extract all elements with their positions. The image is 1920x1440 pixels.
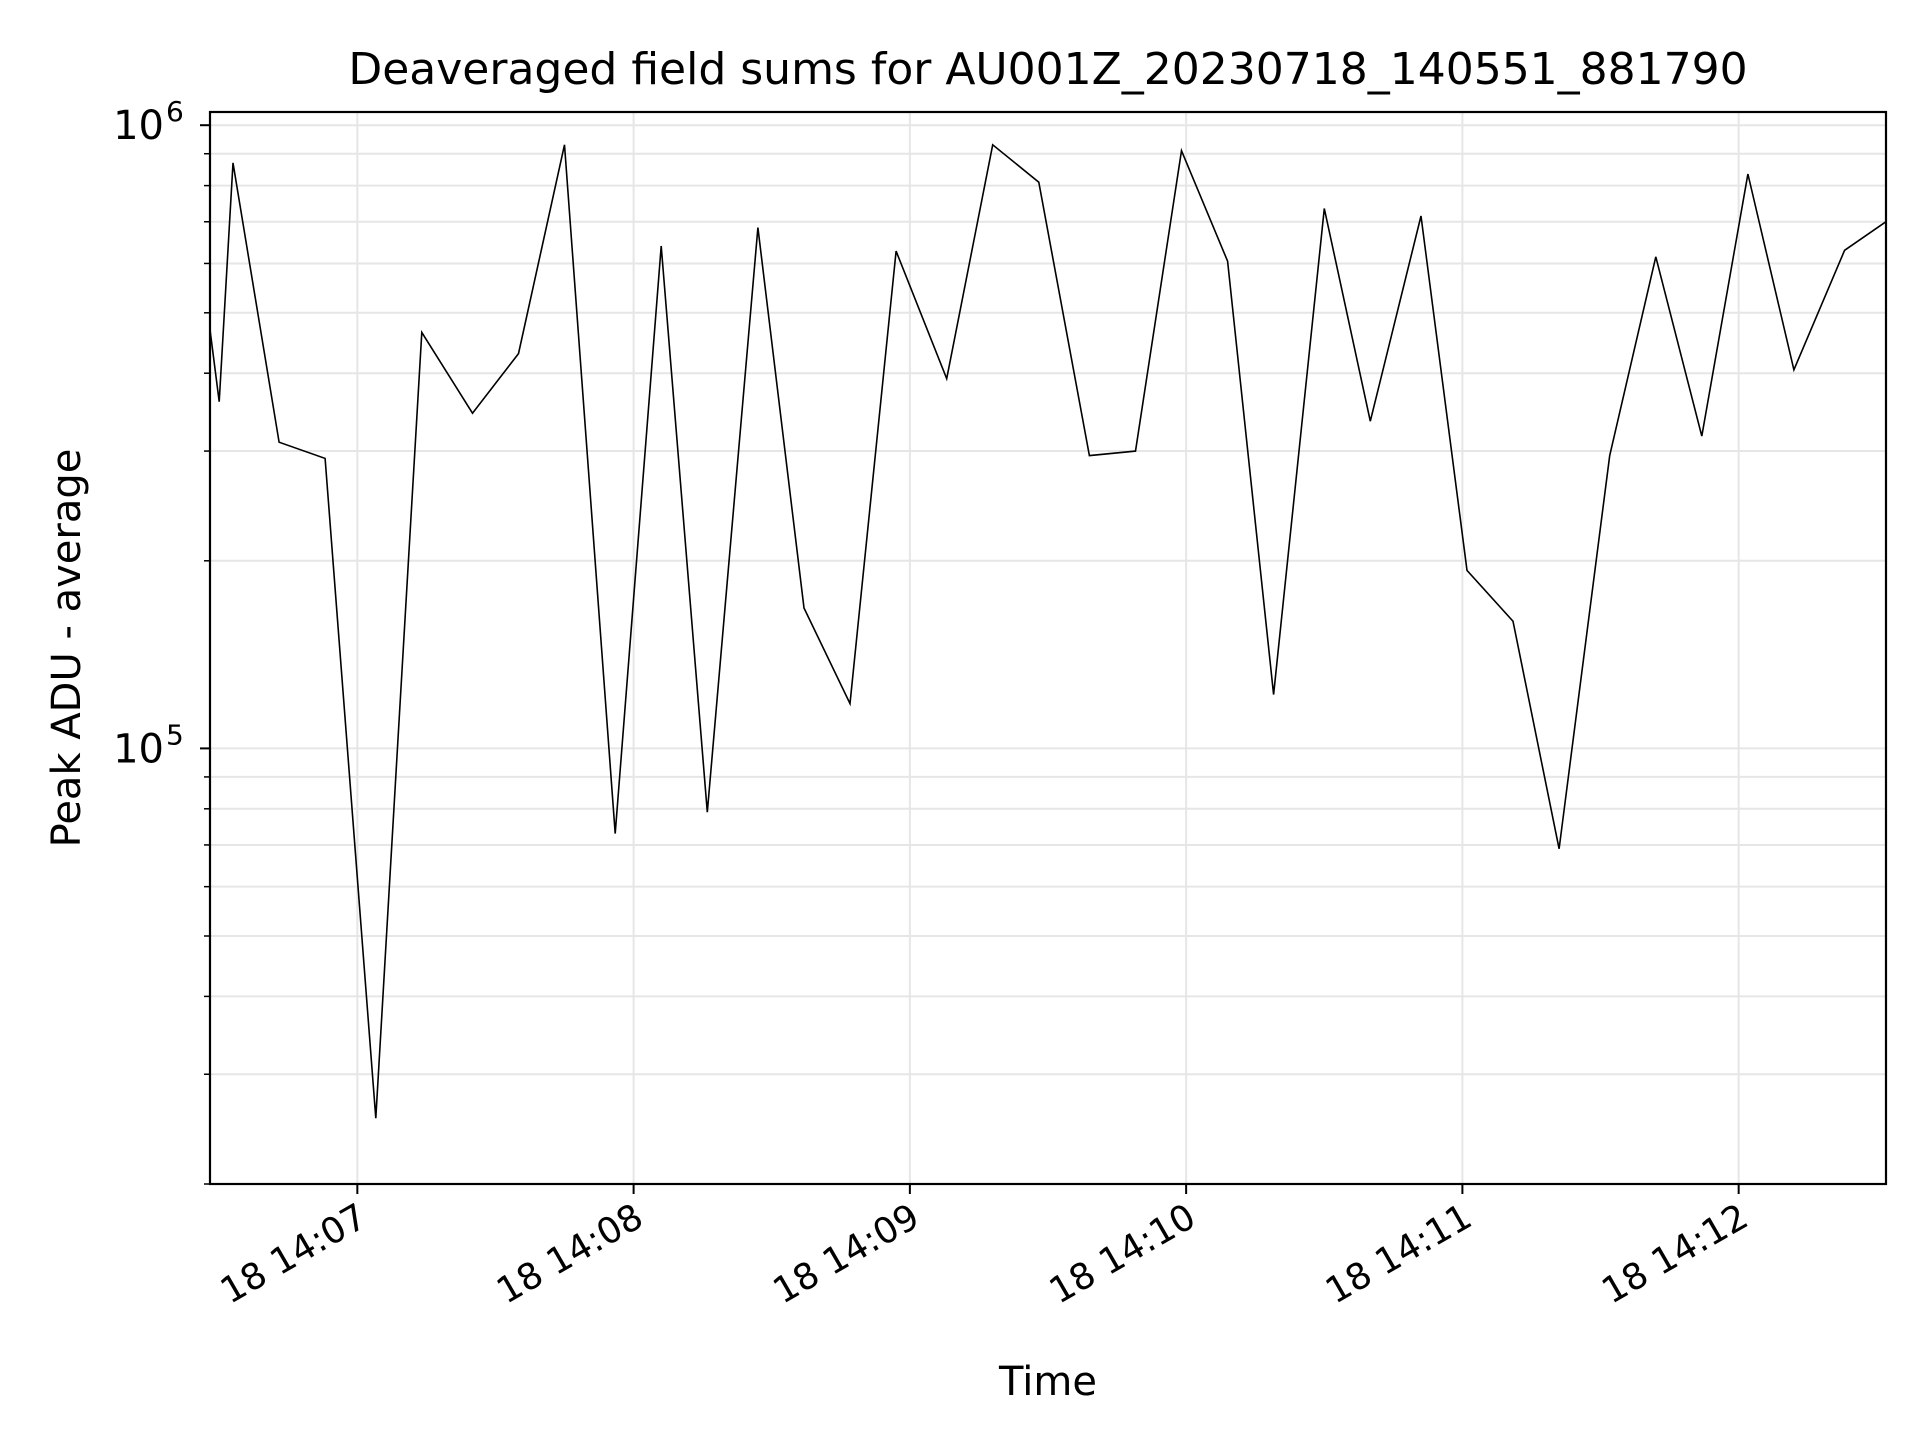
series-line <box>209 143 1887 1119</box>
series-layer <box>209 143 1887 1119</box>
y-tick-base: 10 <box>113 103 164 149</box>
y-axis-label: Peak ADU - average <box>44 449 90 848</box>
y-tick-exponent: 6 <box>166 95 184 128</box>
y-tick-label: 10 <box>113 103 164 149</box>
y-tick-label: 10 <box>113 726 164 772</box>
grid <box>210 112 1886 1185</box>
plot-frame <box>208 110 1888 1186</box>
y-tick-exponent: 5 <box>166 718 184 751</box>
y-tick-base: 10 <box>113 726 164 772</box>
chart-title: Deaveraged field sums for AU001Z_2023071… <box>348 44 1747 95</box>
x-axis-label: Time <box>998 1359 1097 1405</box>
